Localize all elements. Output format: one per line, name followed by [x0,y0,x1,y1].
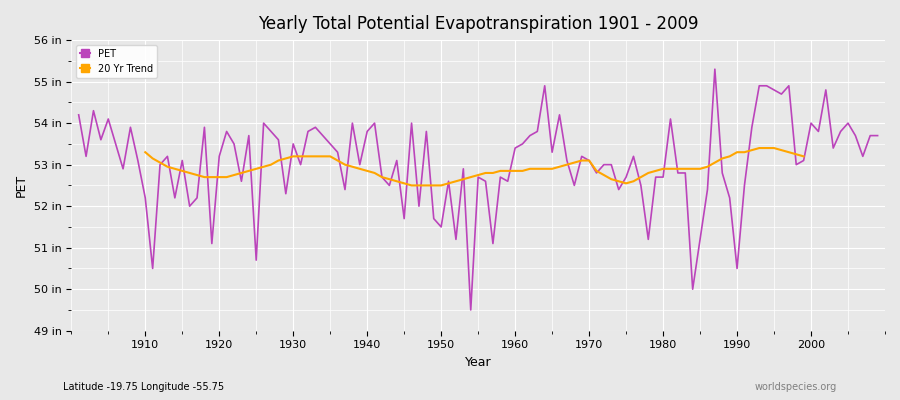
Title: Yearly Total Potential Evapotranspiration 1901 - 2009: Yearly Total Potential Evapotranspiratio… [258,15,698,33]
X-axis label: Year: Year [464,356,491,369]
Text: worldspecies.org: worldspecies.org [755,382,837,392]
Text: Latitude -19.75 Longitude -55.75: Latitude -19.75 Longitude -55.75 [63,382,224,392]
Y-axis label: PET: PET [15,174,28,197]
Legend: PET, 20 Yr Trend: PET, 20 Yr Trend [76,45,157,78]
